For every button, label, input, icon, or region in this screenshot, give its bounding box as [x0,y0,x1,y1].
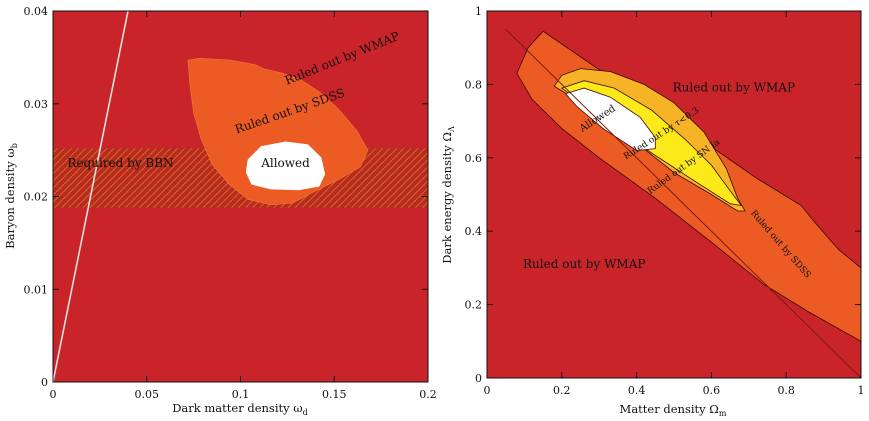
left-x-tick-label-1: 0.05 [135,388,160,401]
right-y-tick-label-4: 0.8 [465,78,483,91]
right-x-ticks: 0 0.2 0.4 0.6 0.8 1 [484,11,865,397]
right-frame [486,10,862,379]
left-x-tick-label-0: 0 [50,388,57,401]
left-chart: Ruled out by WMAP Ruled out by SDSS Requ… [3,5,437,417]
right-y-tick-label-5: 1 [475,5,482,18]
left-allowed-region [245,141,326,191]
right-x-tick-label-5: 1 [858,384,865,397]
right-x-axis-label: Matter density Ωm [620,402,727,418]
left-y-ticks: 0 0.01 0.02 0.03 0.04 [24,5,428,389]
right-x-tick-label-0: 0 [484,384,491,397]
left-y-tick-label-0: 0 [41,376,48,389]
right-x-tick-label-2: 0.4 [628,384,646,397]
right-y-tick-label-2: 0.4 [465,225,483,238]
right-y-tick-label-0: 0 [475,372,482,385]
right-y-tick-label-1: 0.2 [465,299,483,312]
right-y-axis-label: Dark energy density ΩΛ [440,126,456,264]
left-x-tick-label-3: 0.15 [322,388,347,401]
right-x-tick-label-1: 0.2 [553,384,571,397]
right-x-tick-label-4: 0.8 [777,384,795,397]
right-x-tick-label-3: 0.6 [703,384,721,397]
left-x-tick-label-4: 0.2 [419,388,437,401]
right-allowed-region [564,87,656,151]
right-flat-universe-line [505,28,861,378]
right-wmap-label-top: Ruled out by WMAP [673,81,795,95]
left-allowed-label: Allowed [260,156,310,170]
left-x-axis-label: Dark matter density ωd [172,401,308,417]
left-y-tick-label-2: 0.02 [24,191,49,204]
left-y-tick-label-4: 0.04 [24,5,49,18]
left-y-tick-label-1: 0.01 [24,283,49,296]
left-x-ticks: 0 0.05 0.1 0.15 0.2 [50,11,437,401]
left-x-tick-label-2: 0.1 [232,388,250,401]
right-wmap-label-bottom: Ruled out by WMAP [523,257,645,271]
right-chart: Ruled out by WMAP Ruled out by WMAP Rule… [440,5,865,418]
left-y-axis-label: Baryon density ωb [3,143,19,249]
left-diagonal-line [53,11,129,382]
left-y-tick-label-3: 0.03 [24,98,49,111]
right-y-ticks: 0 0.2 0.4 0.6 0.8 1 [465,5,861,385]
bbn-label: Required by BBN [67,156,173,170]
right-y-tick-label-3: 0.6 [465,152,483,165]
